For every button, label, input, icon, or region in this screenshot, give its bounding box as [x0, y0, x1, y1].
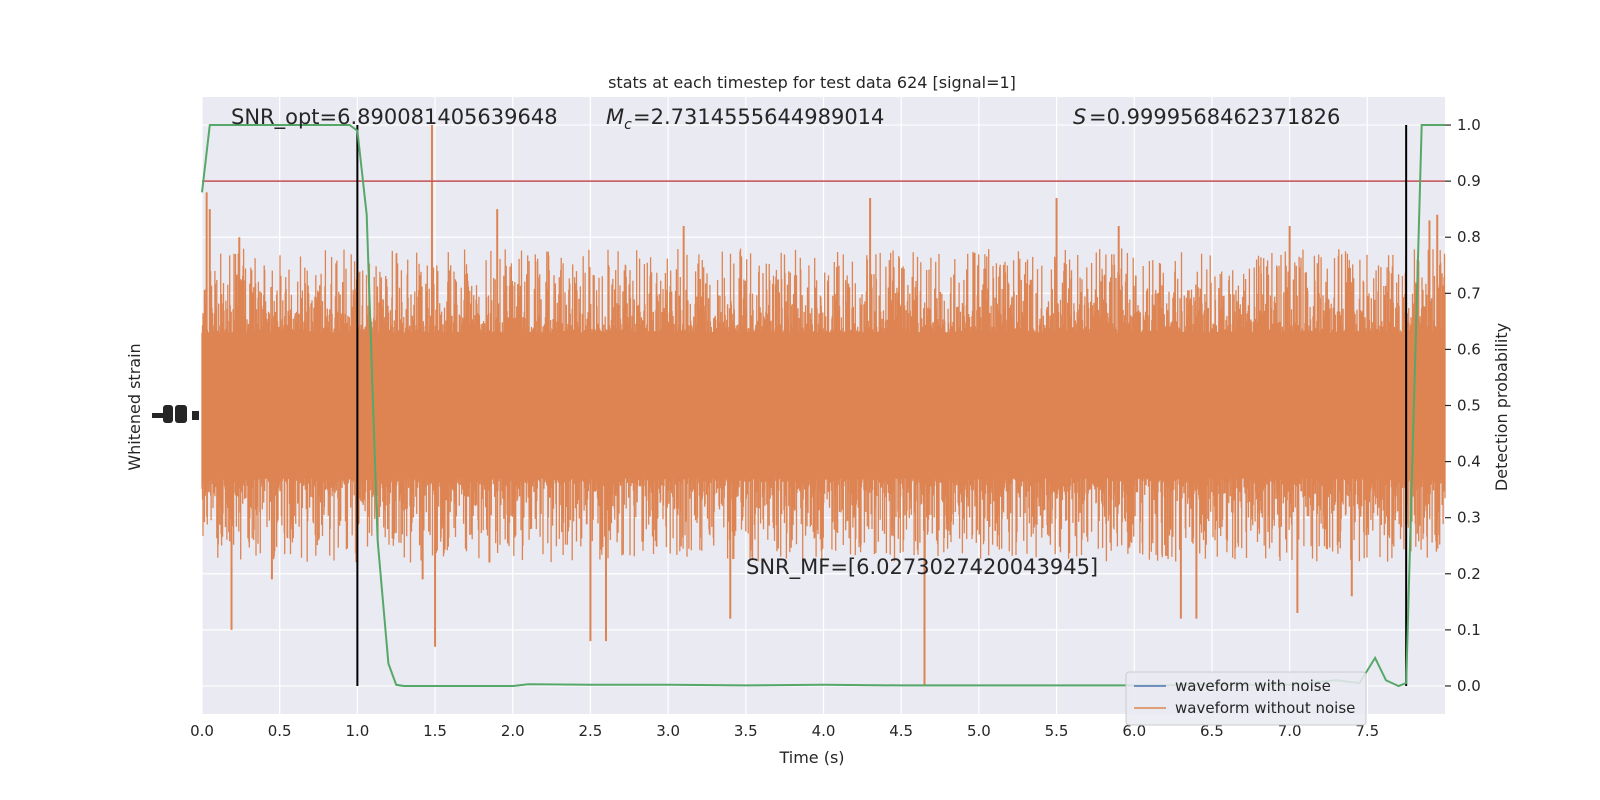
x-tick-label: 3.5 — [734, 722, 758, 740]
probability-line — [201, 124, 1445, 688]
annotation-snr-mf: SNR_MF=[6.0273027420043945] — [746, 555, 1098, 580]
legend-label-waveform-without-noise: waveform without noise — [1175, 699, 1355, 717]
x-tick-label: 2.0 — [501, 722, 525, 740]
annotation-mc: Mc =2.7314555644989014 — [606, 105, 884, 133]
y-axis-label-left: Whitened strain — [125, 343, 144, 470]
y-tick-label: 0.1 — [1457, 621, 1481, 639]
x-tick-label: 5.0 — [967, 722, 991, 740]
x-tick-label: 1.5 — [423, 722, 447, 740]
x-tick-label: 3.0 — [656, 722, 680, 740]
left-axis-collapsed-ticks — [152, 405, 199, 423]
x-tick-label: 0.5 — [268, 722, 292, 740]
legend: waveform with noise waveform without noi… — [1125, 671, 1367, 726]
annotation-snr-opt: SNR_opt=6.890081405639648 — [231, 105, 558, 130]
y-tick-label: 0.5 — [1457, 397, 1481, 415]
y-axis-right: 0.0 0.1 0.2 0.3 0.4 0.5 0.6 0.7 0.8 0.9 1.0 — [1445, 116, 1481, 695]
x-axis-label: Time (s) — [778, 748, 844, 767]
x-tick-label: 4.0 — [812, 722, 836, 740]
annotation-s: S =0.9999568462371826 — [1073, 105, 1340, 129]
strain-dense-core — [202, 360, 1445, 451]
s-symbol: S — [1073, 105, 1086, 129]
probability-series — [201, 124, 1445, 688]
y-tick-label: 0.7 — [1457, 284, 1481, 302]
x-tick-label: 1.0 — [345, 722, 369, 740]
legend-label-waveform-with-noise: waveform with noise — [1175, 677, 1331, 695]
legend-box — [1125, 671, 1367, 726]
y-axis-label-right: Detection probability — [1492, 323, 1511, 491]
s-value: =0.9999568462371826 — [1089, 105, 1340, 129]
y-tick-label: 1.0 — [1457, 116, 1481, 134]
x-tick-label: 5.5 — [1045, 722, 1069, 740]
vertical-markers — [356, 125, 1408, 686]
x-axis: 0.0 0.5 1.0 1.5 2.0 2.5 3.0 3.5 4.0 4.5 5.0 5.5 6.0 6… — [190, 722, 1379, 740]
x-tick-label: 7.0 — [1278, 722, 1302, 740]
y-tick-label: 0.6 — [1457, 340, 1481, 358]
strain-series — [201, 125, 1446, 686]
x-tick-label: 4.5 — [889, 722, 913, 740]
y-tick-label: 0.9 — [1457, 172, 1481, 190]
y-tick-label: 0.2 — [1457, 565, 1481, 583]
x-tick-label: 0.0 — [190, 722, 214, 740]
x-tick-label: 7.5 — [1355, 722, 1379, 740]
x-tick-label: 6.5 — [1200, 722, 1224, 740]
mc-value: =2.7314555644989014 — [633, 105, 884, 129]
y-tick-label: 0.3 — [1457, 509, 1481, 527]
y-tick-label: 0.8 — [1457, 228, 1481, 246]
y-tick-label: 0.4 — [1457, 453, 1481, 471]
chart-title: stats at each timestep for test data 624… — [608, 73, 1016, 92]
x-tick-label: 6.0 — [1122, 722, 1146, 740]
y-tick-label: 0.0 — [1457, 677, 1481, 695]
x-tick-label: 2.5 — [579, 722, 603, 740]
